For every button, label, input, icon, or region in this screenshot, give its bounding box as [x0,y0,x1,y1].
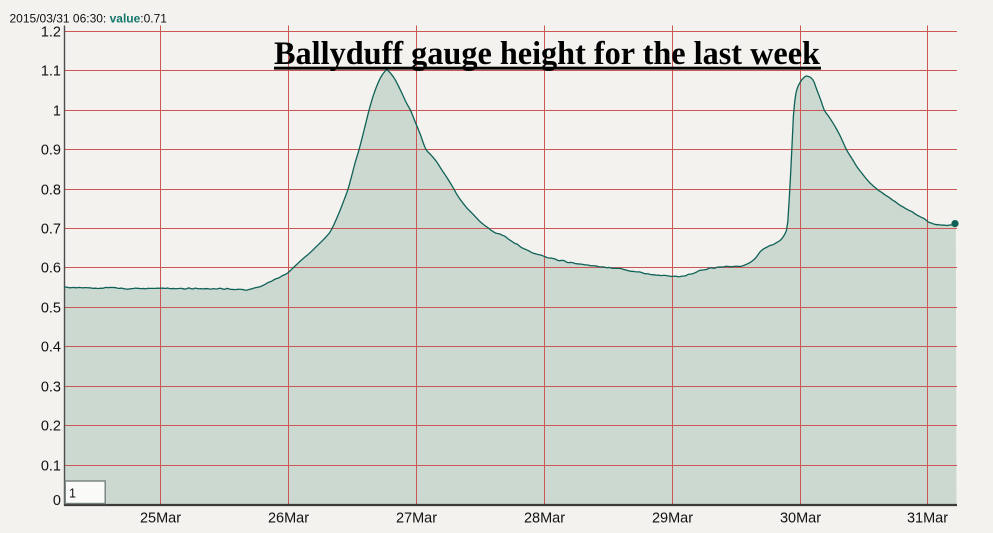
svg-text:1: 1 [53,104,61,120]
svg-text:28Mar: 28Mar [524,511,565,527]
svg-text:0.4: 0.4 [41,340,61,356]
svg-text:30Mar: 30Mar [780,511,821,527]
svg-text:0: 0 [53,493,61,509]
svg-text:Ballyduff gauge height for the: Ballyduff gauge height for the last week [274,36,821,72]
svg-text:0.8: 0.8 [41,183,61,199]
svg-text:27Mar: 27Mar [396,511,437,527]
svg-text:0.1: 0.1 [41,459,61,475]
svg-text:25Mar: 25Mar [140,511,181,527]
svg-text:1.1: 1.1 [41,64,61,80]
svg-text:0.3: 0.3 [41,380,61,396]
svg-text:0.9: 0.9 [41,143,61,159]
svg-text:29Mar: 29Mar [652,511,693,527]
svg-text:2015/03/31 06:30: value:0.71: 2015/03/31 06:30: value:0.71 [10,12,168,26]
svg-text:0.7: 0.7 [41,222,61,238]
svg-text:0.5: 0.5 [41,301,61,317]
svg-text:0.2: 0.2 [41,419,61,435]
svg-text:1: 1 [69,487,76,501]
svg-text:0.6: 0.6 [41,261,61,277]
svg-text:31Mar: 31Mar [907,511,948,527]
svg-text:1.2: 1.2 [41,25,61,41]
svg-text:26Mar: 26Mar [268,511,309,527]
